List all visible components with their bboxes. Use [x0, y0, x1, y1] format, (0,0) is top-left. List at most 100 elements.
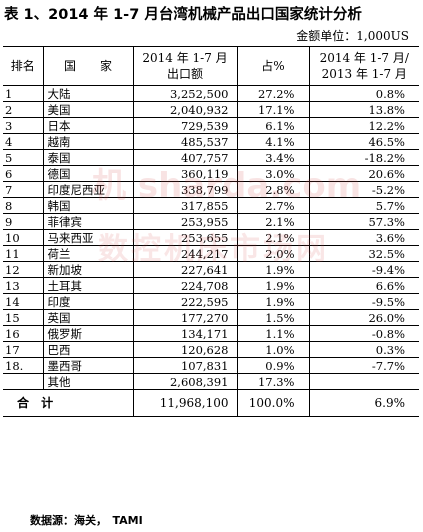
cell-export: 134,171 — [132, 325, 238, 342]
header-row: 排名 国 家 2014 年 1-7 月 出口额 占% 2014 年 1-7 月/… — [3, 46, 419, 86]
cell-country: 大陆 — [42, 85, 134, 102]
cell-rank: 2 — [3, 101, 44, 118]
export-statistics-table: 排名 国 家 2014 年 1-7 月 出口额 占% 2014 年 1-7 月/… — [3, 46, 419, 417]
cell-country: 土耳其 — [42, 277, 134, 294]
cell-share: 3.0% — [236, 165, 310, 182]
table-row: 3 日本 729,539 6.1% 12.2% — [3, 117, 419, 134]
total-export: 11,968,100 — [132, 389, 238, 417]
cell-export: 244,217 — [132, 245, 238, 262]
cell-rank: 17 — [3, 341, 44, 358]
total-growth: 6.9% — [308, 389, 419, 417]
cell-country: 印度尼西亚 — [42, 181, 134, 198]
cell-country: 菲律宾 — [42, 213, 134, 230]
table-row: 18. 墨西哥 107,831 0.9% -7.7% — [3, 357, 419, 374]
cell-country: 巴西 — [42, 341, 134, 358]
cell-export: 485,537 — [132, 133, 238, 150]
cell-export: 253,955 — [132, 213, 238, 230]
table-row: 5 泰国 407,757 3.4% -18.2% — [3, 149, 419, 166]
cell-export: 253,655 — [132, 229, 238, 246]
cell-export: 407,757 — [132, 149, 238, 166]
cell-growth: -7.7% — [308, 357, 419, 374]
cell-share: 1.5% — [236, 309, 310, 326]
cell-export: 120,628 — [132, 341, 238, 358]
cell-rank: 11 — [3, 245, 44, 262]
table-row: 4 越南 485,537 4.1% 46.5% — [3, 133, 419, 150]
cell-export: 222,595 — [132, 293, 238, 310]
cell-growth: 3.6% — [308, 229, 419, 246]
cell-country: 韩国 — [42, 197, 134, 214]
cell-growth: -9.4% — [308, 261, 419, 278]
cell-country: 德国 — [42, 165, 134, 182]
cell-rank: 1 — [3, 85, 44, 102]
table-row: 7 印度尼西亚 338,799 2.8% -5.2% — [3, 181, 419, 198]
cell-share: 0.9% — [236, 357, 310, 374]
cell-growth: 57.3% — [308, 213, 419, 230]
cell-country: 越南 — [42, 133, 134, 150]
table-row: 14 印度 222,595 1.9% -9.5% — [3, 293, 419, 310]
cell-share: 1.0% — [236, 341, 310, 358]
cell-export: 224,708 — [132, 277, 238, 294]
cell-share: 2.7% — [236, 197, 310, 214]
cell-share: 2.1% — [236, 213, 310, 230]
cell-rank: 4 — [3, 133, 44, 150]
cell-country: 其他 — [42, 373, 134, 390]
cell-share: 17.1% — [236, 101, 310, 118]
table-row: 13 土耳其 224,708 1.9% 6.6% — [3, 277, 419, 294]
cell-share: 4.1% — [236, 133, 310, 150]
cell-country: 俄罗斯 — [42, 325, 134, 342]
cell-export: 729,539 — [132, 117, 238, 134]
cell-rank: 10 — [3, 229, 44, 246]
unit-note: 金额单位：1,000US — [296, 29, 409, 43]
cell-export: 360,119 — [132, 165, 238, 182]
cell-rank: 18. — [3, 357, 44, 374]
cell-growth: 12.2% — [308, 117, 419, 134]
cell-share: 6.1% — [236, 117, 310, 134]
table-row: 2 美国 2,040,932 17.1% 13.8% — [3, 101, 419, 118]
cell-rank: 8 — [3, 197, 44, 214]
cell-rank: 16 — [3, 325, 44, 342]
total-row: 合 计 11,968,100 100.0% 6.9% — [3, 389, 419, 417]
cell-rank: 13 — [3, 277, 44, 294]
cell-rank: 14 — [3, 293, 44, 310]
cell-growth: -9.5% — [308, 293, 419, 310]
table-row: 11 荷兰 244,217 2.0% 32.5% — [3, 245, 419, 262]
cell-export: 227,641 — [132, 261, 238, 278]
cell-rank: 3 — [3, 117, 44, 134]
cell-share: 3.4% — [236, 149, 310, 166]
cell-share: 2.8% — [236, 181, 310, 198]
cell-growth: -18.2% — [308, 149, 419, 166]
header-growth: 2014 年 1-7 月/ 2013 年 1-7 月 — [308, 46, 419, 86]
cell-share: 2.0% — [236, 245, 310, 262]
table-row: 1 大陆 3,252,500 27.2% 0.8% — [3, 85, 419, 102]
table-row: 9 菲律宾 253,955 2.1% 57.3% — [3, 213, 419, 230]
table-row: 16 俄罗斯 134,171 1.1% -0.8% — [3, 325, 419, 342]
cell-growth: 32.5% — [308, 245, 419, 262]
data-source-note: 数据源：海关， TAMI — [30, 514, 143, 527]
cell-growth: 20.6% — [308, 165, 419, 182]
cell-rank: 5 — [3, 149, 44, 166]
cell-rank: 9 — [3, 213, 44, 230]
header-export: 2014 年 1-7 月 出口额 — [132, 46, 238, 86]
cell-country: 美国 — [42, 101, 134, 118]
cell-share: 1.9% — [236, 293, 310, 310]
cell-country: 泰国 — [42, 149, 134, 166]
cell-export: 2,040,932 — [132, 101, 238, 118]
cell-share: 1.9% — [236, 277, 310, 294]
cell-export: 3,252,500 — [132, 85, 238, 102]
cell-growth: 26.0% — [308, 309, 419, 326]
cell-growth: 0.3% — [308, 341, 419, 358]
header-country: 国 家 — [42, 46, 134, 86]
cell-growth: 46.5% — [308, 133, 419, 150]
cell-country: 墨西哥 — [42, 357, 134, 374]
cell-growth: 0.8% — [308, 85, 419, 102]
cell-rank: 12 — [3, 261, 44, 278]
cell-growth: 13.8% — [308, 101, 419, 118]
table-row: 17 巴西 120,628 1.0% 0.3% — [3, 341, 419, 358]
table-row: 6 德国 360,119 3.0% 20.6% — [3, 165, 419, 182]
cell-share: 2.1% — [236, 229, 310, 246]
cell-export: 107,831 — [132, 357, 238, 374]
cell-country: 荷兰 — [42, 245, 134, 262]
cell-growth: 5.7% — [308, 197, 419, 214]
cell-export: 177,270 — [132, 309, 238, 326]
cell-country: 日本 — [42, 117, 134, 134]
